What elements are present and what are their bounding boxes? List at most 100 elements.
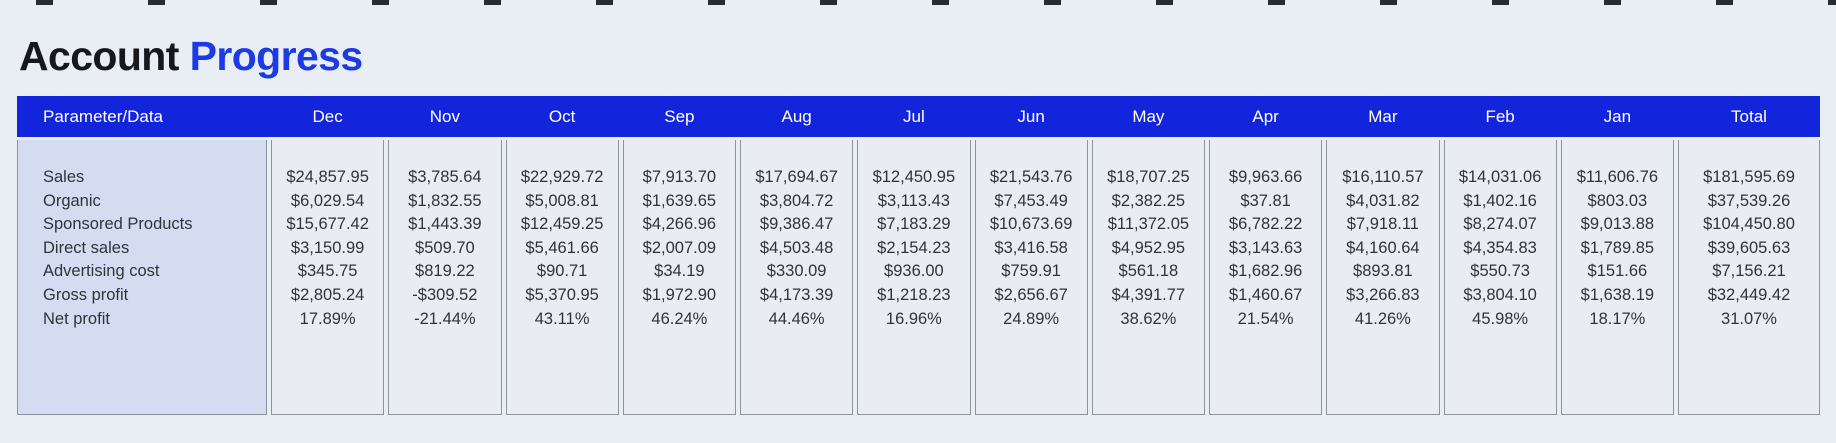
value-cell: 21.54%	[1237, 309, 1294, 328]
value-cell: $17,694.67	[755, 168, 838, 186]
value-cell: $32,449.42	[1707, 285, 1791, 304]
row-label-advertising-cost: Advertising cost	[43, 262, 160, 281]
value-cell: $1,682.96	[1228, 262, 1303, 281]
value-cell: 44.46%	[768, 309, 825, 328]
value-cell: $15,677.42	[286, 215, 369, 234]
value-cell: $803.03	[1587, 191, 1648, 210]
data-column-dec: $24,857.95 $6,029.54 $15,677.42 $3,150.99 $3…	[271, 140, 385, 415]
column-header-total: Total	[1731, 106, 1767, 126]
value-cell: $2,805.24	[290, 285, 365, 304]
data-column-feb: $14,031.06 $1,402.16 $8,274.07 $4,354.83 $55…	[1443, 140, 1557, 415]
column-header-nov: Nov	[429, 106, 460, 126]
value-cell: $936.00	[884, 262, 944, 281]
account-progress-table: Parameter/Data Dec Nov Oct Sep Aug Jul Jun May Ap…	[17, 96, 1820, 415]
value-cell: $3,143.63	[1228, 238, 1303, 257]
value-cell: $7,453.49	[994, 191, 1068, 210]
data-column-mar: $16,110.57 $4,031.82 $7,918.11 $4,160.64 $89…	[1326, 140, 1440, 415]
value-cell: $4,266.96	[642, 215, 717, 234]
value-cell: 43.11%	[534, 309, 590, 328]
data-column-jul: $12,450.95 $3,113.43 $7,183.29 $2,154.23 $93…	[857, 140, 971, 415]
column-header-jul: Jul	[903, 106, 925, 126]
data-column-oct: $22,929.72 $5,008.81 $12,459.25 $5,461.66 $9…	[505, 140, 619, 415]
value-cell: 31.07%	[1721, 309, 1777, 328]
page-title-progress: Progress	[189, 33, 364, 80]
value-cell: $4,391.77	[1111, 285, 1186, 304]
value-cell: $7,183.29	[877, 215, 951, 234]
value-cell: $7,918.11	[1346, 215, 1419, 234]
page-title-account: Account	[19, 33, 179, 80]
value-cell: $12,450.95	[872, 168, 956, 186]
value-cell: 16.96%	[885, 309, 942, 328]
value-cell: $22,929.72	[520, 168, 604, 186]
value-cell: $39,605.63	[1707, 238, 1791, 257]
value-cell: $3,804.72	[759, 191, 834, 210]
value-cell: $9,013.88	[1580, 215, 1655, 234]
value-cell: $4,952.95	[1111, 238, 1186, 257]
row-label-gross-profit: Gross profit	[43, 285, 129, 304]
value-cell: $6,029.54	[290, 191, 365, 210]
value-cell: $104,450.80	[1703, 215, 1795, 234]
table-body: Sales Organic Sponsored Products Direct sal…	[17, 140, 1820, 415]
column-header-jan: Jan	[1603, 106, 1632, 126]
value-cell: $4,503.48	[759, 238, 834, 257]
value-cell: 46.24%	[651, 309, 708, 328]
value-cell: $11,606.76	[1576, 168, 1659, 186]
data-column-aug: $17,694.67 $3,804.72 $9,386.47 $4,503.48 $33…	[740, 140, 854, 415]
data-column-total: $181,595.69 $37,539.26 $104,450.80 $39,605.…	[1678, 140, 1820, 415]
value-cell: $3,785.64	[408, 168, 482, 186]
data-column-sep: $7,913.70 $1,639.65 $4,266.96 $2,007.09 $34.…	[622, 140, 736, 415]
value-cell: $18,707.25	[1107, 168, 1190, 186]
column-header-sep: Sep	[664, 106, 695, 126]
column-header-apr: Apr	[1252, 106, 1279, 126]
page-title: Account Progress	[19, 33, 363, 80]
value-cell: 41.26%	[1354, 309, 1411, 328]
value-cell: $6,782.22	[1228, 215, 1303, 234]
value-cell: $1,402.16	[1463, 191, 1537, 210]
value-cell: 18.17%	[1589, 309, 1646, 328]
value-cell: $5,008.81	[525, 191, 599, 210]
value-cell: $37.81	[1240, 191, 1291, 210]
value-cell: $14,031.06	[1458, 168, 1542, 186]
value-cell: $4,031.82	[1346, 191, 1420, 210]
value-cell: $12,459.25	[520, 215, 604, 234]
value-cell: $3,113.43	[877, 191, 950, 210]
table-header-row: Parameter/Data Dec Nov Oct Sep Aug Jul Jun May Ap…	[17, 96, 1820, 137]
column-header-mar: Mar	[1368, 106, 1398, 126]
data-column-jan: $11,606.76 $803.03 $9,013.88 $1,789.85 $151.…	[1560, 140, 1674, 415]
value-cell: $1,789.85	[1580, 238, 1655, 257]
data-column-apr: $9,963.66 $37.81 $6,782.22 $3,143.63 $1,682.…	[1209, 140, 1323, 415]
value-cell: $11,372.05	[1107, 215, 1190, 234]
value-cell: $7,156.21	[1712, 262, 1786, 281]
value-cell: $2,007.09	[642, 238, 717, 257]
data-column-jun: $21,543.76 $7,453.49 $10,673.69 $3,416.58 $7…	[974, 140, 1088, 415]
value-cell: $330.09	[766, 262, 827, 281]
row-label-net-profit: Net profit	[43, 309, 110, 328]
value-cell: $509.70	[415, 238, 475, 257]
value-cell: $37,539.26	[1707, 191, 1791, 210]
value-cell: $345.75	[297, 262, 358, 281]
value-cell: $759.91	[1001, 262, 1061, 281]
value-cell: $3,266.83	[1346, 285, 1420, 304]
value-cell: $9,963.66	[1228, 168, 1303, 186]
value-cell: $2,154.23	[877, 238, 951, 257]
value-cell: $1,460.67	[1228, 285, 1303, 304]
value-cell: 45.98%	[1472, 309, 1529, 328]
value-cell: $16,110.57	[1342, 168, 1424, 186]
value-cell: -21.44%	[414, 309, 476, 328]
value-cell: $7,913.70	[642, 168, 717, 186]
value-cell: 24.89%	[1003, 309, 1060, 328]
value-cell: -$309.52	[412, 285, 478, 304]
value-cell: 38.62%	[1120, 309, 1177, 328]
value-cell: $151.66	[1587, 262, 1648, 281]
column-header-parameter-data: Parameter/Data	[43, 106, 163, 126]
value-cell: $9,386.47	[759, 215, 834, 234]
value-cell: $4,354.83	[1463, 238, 1537, 257]
data-column-may: $18,707.25 $2,382.25 $11,372.05 $4,952.95 $5…	[1091, 140, 1205, 415]
row-label-sponsored-products: Sponsored Products	[43, 215, 193, 234]
value-cell: $5,461.66	[525, 238, 599, 257]
value-cell: $8,274.07	[1463, 215, 1537, 234]
value-cell: $1,972.90	[642, 285, 717, 304]
value-cell: $3,804.10	[1463, 285, 1537, 304]
value-cell: $5,370.95	[525, 285, 599, 304]
value-cell: $21,543.76	[989, 168, 1073, 186]
